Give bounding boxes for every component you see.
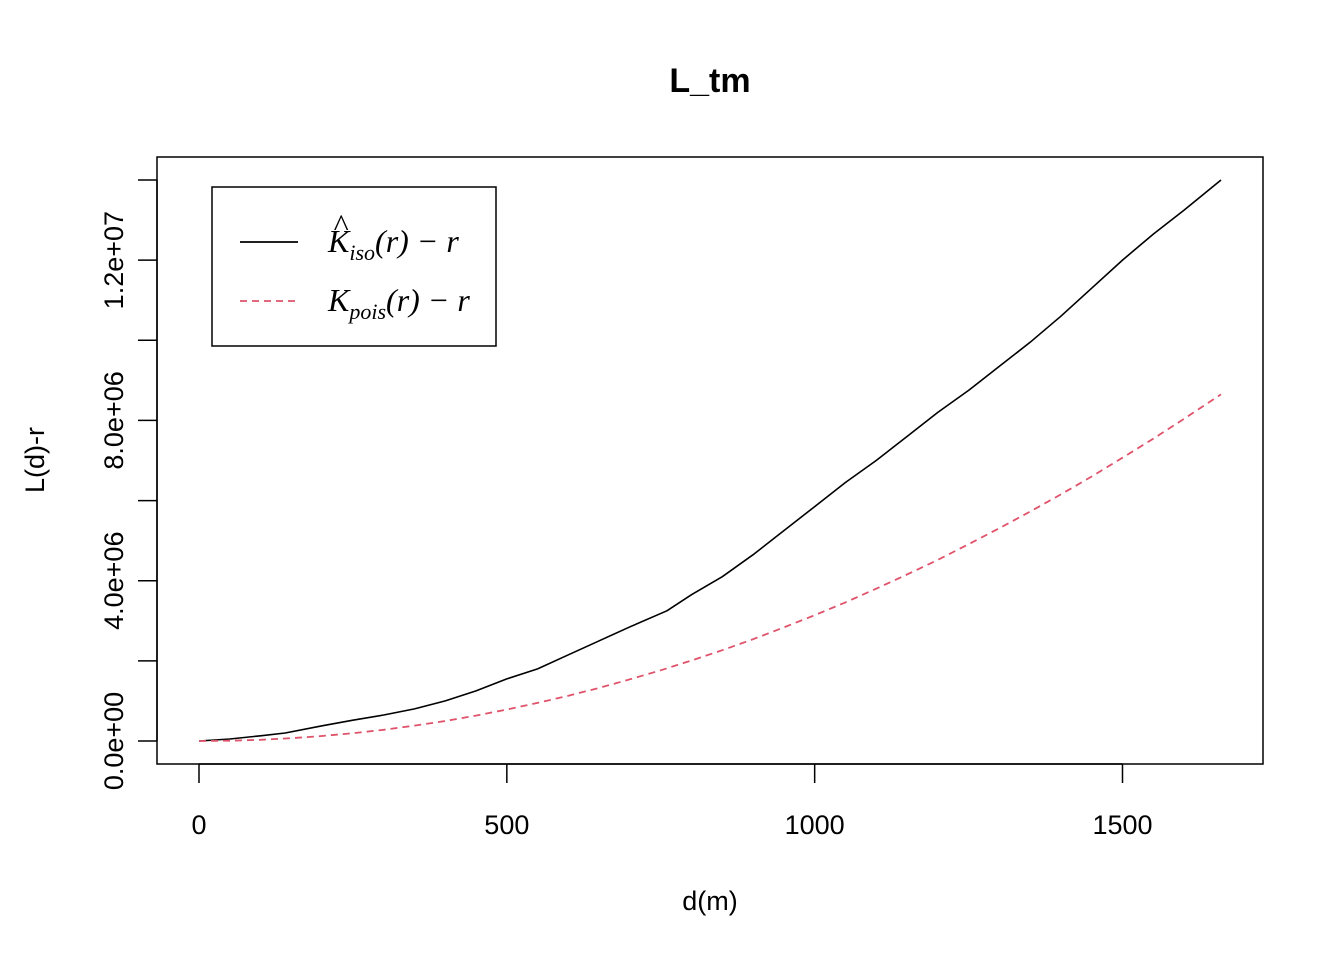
y-tick-label: 1.2e+07	[99, 211, 129, 309]
legend-label-main: K	[327, 282, 351, 318]
x-tick-label: 500	[484, 810, 529, 840]
y-tick-label: 8.0e+06	[99, 371, 129, 469]
legend-box	[211, 186, 497, 347]
x-axis: 0 500 1000 1500	[191, 763, 1153, 840]
y-axis: 0.0e+00 4.0e+06 8.0e+06 1.2e+07	[99, 179, 158, 790]
y-axis-label: L(d)-r	[20, 427, 50, 493]
series-line-1	[198, 393, 1222, 742]
x-axis-label: d(m)	[682, 886, 738, 916]
legend-label-sub: iso	[349, 240, 375, 265]
legend-label-sub: pois	[347, 299, 386, 324]
y-tick-label: 0.0e+00	[99, 692, 129, 790]
x-tick-label: 1000	[785, 810, 845, 840]
series-layer	[198, 179, 1222, 742]
y-tick-label: 4.0e+06	[99, 532, 129, 630]
legend-label-0: Kiso(r) − r	[327, 223, 459, 265]
legend-label-rest: (r) − r	[386, 282, 470, 318]
legend-label-rest: (r) − r	[375, 223, 459, 259]
legend-label-1: Kpois(r) − r	[327, 282, 470, 324]
series-line-0	[198, 179, 1222, 742]
x-tick-label: 0	[191, 810, 206, 840]
x-tick-label: 1500	[1092, 810, 1152, 840]
legend-label-main: K	[327, 223, 351, 259]
legend: Kiso(r) − r^Kpois(r) − r	[211, 186, 497, 347]
legend-hat: ^	[333, 207, 349, 243]
chart-title: L_tm	[669, 62, 750, 100]
